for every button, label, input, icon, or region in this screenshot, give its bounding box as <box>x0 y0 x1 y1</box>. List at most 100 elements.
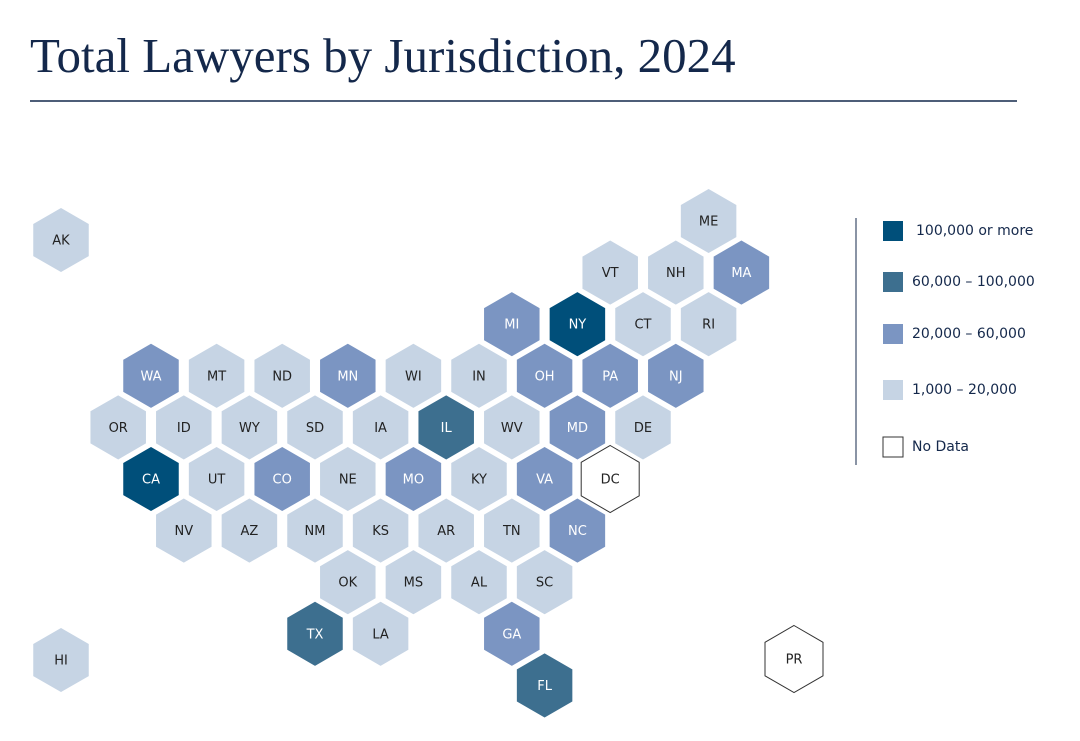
hex <box>415 392 477 463</box>
hex-label: MD <box>567 421 588 436</box>
hex-label: IA <box>374 421 387 436</box>
hex <box>317 547 379 618</box>
hex-label: ND <box>272 369 292 384</box>
hex <box>514 340 575 411</box>
hex <box>350 392 411 463</box>
hex-label: NE <box>339 473 357 488</box>
hex-label: MT <box>207 369 226 384</box>
hex-label: WA <box>140 369 161 384</box>
hex <box>350 495 411 566</box>
hex <box>120 340 182 411</box>
hex <box>579 237 641 308</box>
hex <box>711 237 772 308</box>
hex-label: NJ <box>669 369 683 384</box>
hex <box>317 340 379 411</box>
hex-label: CO <box>273 473 292 488</box>
hex-label: PR <box>786 653 803 668</box>
hex-label: SC <box>536 576 553 591</box>
hex-label: LA <box>372 627 389 642</box>
hex-label: NV <box>174 524 193 539</box>
hex-label: WI <box>405 369 422 384</box>
hex <box>284 392 346 463</box>
hex-label: HI <box>54 654 68 669</box>
hex-label: PA <box>602 369 618 384</box>
hex <box>678 289 739 360</box>
hex <box>350 598 411 669</box>
legend-label: 100,000 or more <box>916 223 1033 239</box>
hex-label: ME <box>699 215 718 230</box>
legend-swatch <box>883 272 903 292</box>
hex-label: RI <box>702 318 715 333</box>
hex <box>645 340 707 411</box>
hex <box>547 289 608 360</box>
hex <box>30 205 92 275</box>
hex-label: KY <box>471 473 487 488</box>
hex <box>153 392 215 463</box>
hex <box>514 444 575 514</box>
hex-label: OK <box>338 576 357 591</box>
hex <box>645 237 707 308</box>
hex <box>186 340 247 411</box>
hex <box>547 495 608 566</box>
hex-label: NY <box>569 318 587 333</box>
hex <box>284 598 346 669</box>
hex-label: VT <box>602 266 619 281</box>
hex <box>251 340 313 411</box>
hex <box>251 444 313 514</box>
hex-label: NM <box>305 524 326 539</box>
hex <box>219 495 280 566</box>
hex-label: WY <box>239 421 260 436</box>
hex <box>481 598 543 669</box>
hex <box>448 444 510 514</box>
legend-swatch <box>883 221 903 241</box>
legend-label: 1,000 – 20,000 <box>912 382 1017 398</box>
hex-label: KS <box>372 524 389 539</box>
hex-label: OR <box>109 421 128 436</box>
hex-label: MN <box>337 369 358 384</box>
hex <box>481 392 543 463</box>
hex <box>481 495 543 566</box>
hex-label: IN <box>472 369 486 384</box>
hex <box>514 547 575 618</box>
hex <box>547 392 608 463</box>
hex-label: TN <box>502 524 521 539</box>
legend-label: 60,000 – 100,000 <box>912 274 1035 290</box>
hex <box>317 444 379 514</box>
hex <box>284 495 346 566</box>
hex <box>612 289 674 360</box>
hex-label: AL <box>471 576 488 591</box>
hex <box>579 340 641 411</box>
hex <box>612 392 674 463</box>
hex-label: DE <box>634 421 652 436</box>
hex-label: ID <box>177 421 191 436</box>
hex-label: AZ <box>240 524 258 539</box>
hex-label: WV <box>501 421 523 436</box>
hex-label: AR <box>437 524 455 539</box>
hex-label: MO <box>403 473 424 488</box>
hex <box>120 444 182 514</box>
hex-label: AK <box>52 234 70 249</box>
hex-label: OH <box>535 369 555 384</box>
hex <box>580 444 640 514</box>
hex-label: CA <box>142 473 160 488</box>
legend-swatch <box>883 324 903 344</box>
legend-label: 20,000 – 60,000 <box>912 326 1026 342</box>
hex-label: FL <box>537 679 552 694</box>
hex <box>448 340 510 411</box>
hex-label: UT <box>208 473 226 488</box>
legend-swatch <box>882 436 904 458</box>
hex <box>186 444 247 514</box>
hex-label: NH <box>666 266 686 281</box>
hex <box>448 547 510 618</box>
hex-label: IL <box>441 421 453 436</box>
hex <box>481 289 543 360</box>
legend-swatch <box>883 380 903 400</box>
title: Total Lawyers by Jurisdiction, 2024 <box>30 28 736 83</box>
hex <box>87 392 149 463</box>
hex <box>514 650 575 721</box>
hex-map: AK HI PR ME VT NH MA MI NY CT RI WA MT ND MN WI IN OH PA NJ… <box>30 186 824 721</box>
hex <box>678 186 739 256</box>
hex-label: MI <box>504 318 519 333</box>
hex-label: MS <box>404 576 423 591</box>
